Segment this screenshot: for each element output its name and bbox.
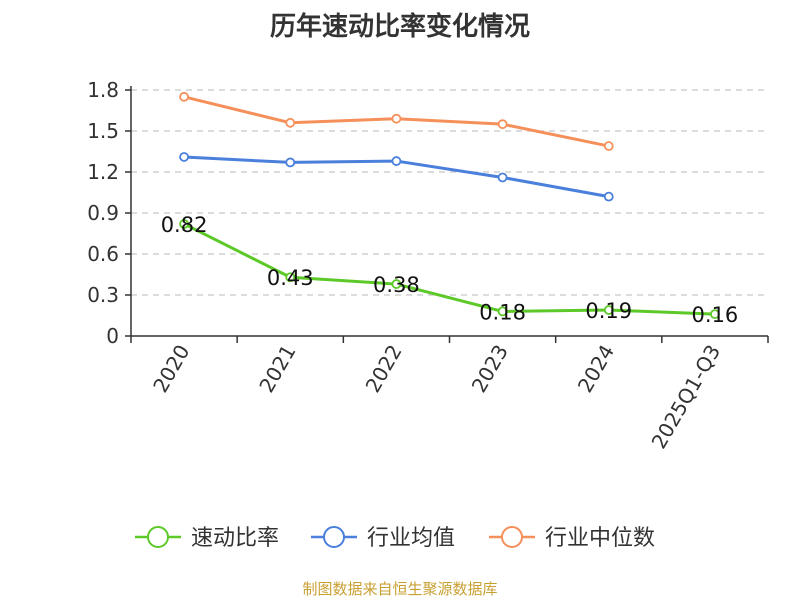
series-line — [183, 222, 715, 316]
legend-marker — [501, 526, 523, 548]
legend-label: 行业中位数 — [545, 526, 655, 551]
y-tick-label: 1.8 — [87, 78, 119, 102]
data-label: 0.18 — [479, 300, 526, 324]
source-note: 制图数据来自恒生聚源数据库 — [302, 580, 498, 598]
series-group — [179, 91, 720, 320]
x-tick-label: 2022 — [361, 341, 407, 397]
data-point — [179, 152, 189, 162]
x-tick-label: 2021 — [254, 341, 300, 397]
y-tick-label: 1.2 — [87, 160, 119, 184]
x-tick-label: 2020 — [148, 341, 194, 397]
y-tick-label: 0.6 — [87, 242, 119, 266]
data-point — [391, 156, 402, 166]
data-point — [603, 191, 614, 202]
data-point — [179, 219, 189, 229]
y-tick-label: 0.9 — [87, 201, 119, 225]
data-label: 0.16 — [692, 303, 739, 327]
data-point — [179, 91, 189, 102]
data-label: 0.38 — [373, 273, 420, 297]
y-tick-label: 0 — [106, 324, 119, 348]
legend-label: 速动比率 — [191, 526, 279, 551]
data-point — [285, 157, 296, 168]
legend-marker — [323, 526, 345, 548]
y-tick-label: 1.5 — [87, 119, 119, 143]
data-label: 0.43 — [267, 266, 314, 290]
data-label: 0.82 — [161, 213, 208, 237]
data-point — [285, 272, 296, 283]
x-tick-label: 2024 — [573, 341, 619, 397]
x-tick-label: 2023 — [467, 341, 513, 397]
data-point — [497, 119, 508, 130]
y-tick-label: 0.3 — [87, 283, 119, 307]
legend: 速动比率 行业均值 行业中位数 — [135, 526, 655, 551]
data-point — [391, 113, 402, 124]
data-labels: 0.82 0.43 0.38 0.18 0.19 0.16 — [161, 213, 739, 327]
legend-marker — [147, 526, 169, 548]
x-tick-label: 2025Q1-Q3 — [647, 341, 726, 453]
legend-label: 行业均值 — [367, 526, 455, 551]
data-point — [497, 306, 508, 317]
grid-lines — [131, 89, 768, 296]
data-point — [603, 305, 614, 315]
data-point — [391, 279, 402, 289]
data-point — [710, 309, 720, 320]
data-label: 0.19 — [585, 299, 632, 323]
data-point — [497, 172, 508, 183]
axes: 0 0.3 0.6 0.9 1.2 1.5 1.8 2020 2021 2022 2023 2024 2… — [87, 78, 769, 453]
data-point — [285, 117, 296, 128]
chart-title: 历年速动比率变化情况 — [269, 12, 530, 42]
data-point — [603, 141, 614, 151]
